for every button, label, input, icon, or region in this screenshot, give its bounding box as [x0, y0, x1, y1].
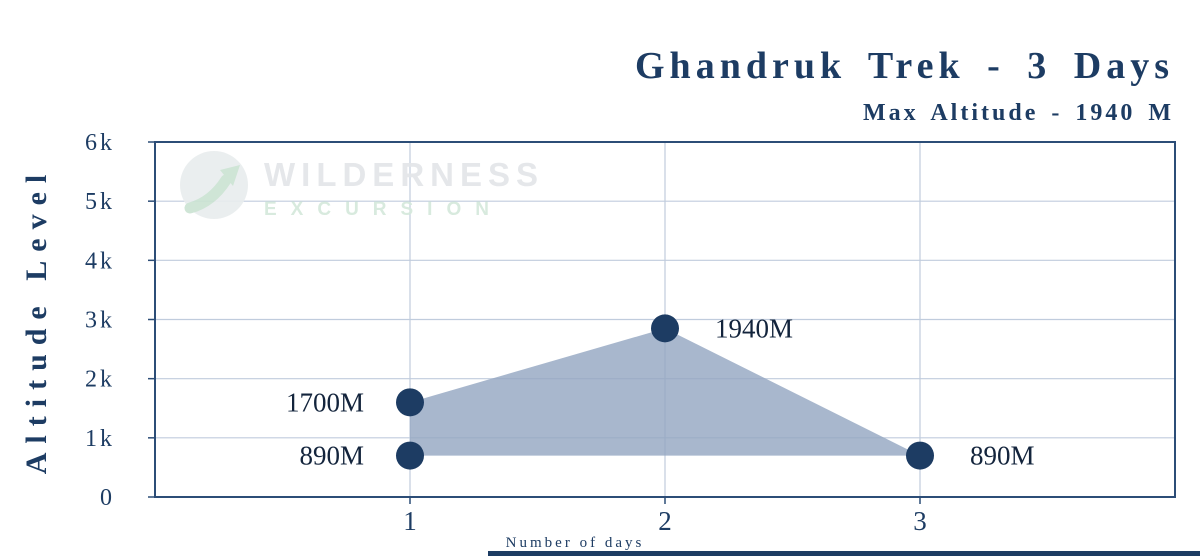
watermark-line1: WILDERNESS	[264, 156, 545, 193]
y-tick-label: 0	[100, 485, 115, 511]
watermark: WILDERNESS EXCURSION	[176, 148, 544, 229]
y-tick-label: 1k	[85, 426, 115, 452]
y-tick-label: 6k	[85, 130, 115, 156]
chart-header: Ghandruk Trek - 3 Days Max Altitude - 19…	[635, 44, 1174, 127]
altitude-area	[410, 328, 920, 456]
x-axis-title: Number of days	[505, 535, 645, 551]
watermark-text: WILDERNESS EXCURSION	[264, 156, 544, 221]
bottom-accent-bar	[488, 551, 1200, 556]
data-point-day1-890m	[396, 441, 424, 470]
point-label-1700m: 1700M	[286, 387, 364, 417]
data-point-day3-890m	[906, 441, 934, 470]
x-tick-label: 3	[913, 506, 927, 536]
y-tick-label: 2k	[85, 367, 115, 393]
y-tick-label: 5k	[85, 189, 115, 215]
y-tick-label: 4k	[85, 248, 115, 274]
data-point-day1-1700m	[396, 388, 424, 417]
x-tick-label: 1	[403, 506, 417, 536]
y-tick-label: 3k	[85, 308, 115, 334]
watermark-line2: EXCURSION	[264, 199, 503, 220]
wilderness-excursion-logo-icon	[176, 148, 252, 229]
chart-subtitle: Max Altitude - 1940 M	[863, 100, 1174, 126]
data-point-day2-1940m	[651, 314, 679, 343]
point-label-1940m: 1940M	[715, 313, 793, 343]
chart-title: Ghandruk Trek - 3 Days	[635, 45, 1174, 87]
point-label-890m: 890M	[299, 441, 364, 471]
x-tick-label: 2	[658, 506, 672, 536]
point-label-890m: 890M	[970, 441, 1035, 471]
